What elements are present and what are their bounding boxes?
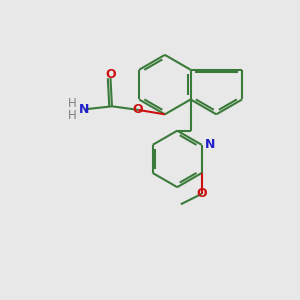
Text: O: O	[196, 187, 207, 200]
Text: H: H	[68, 98, 77, 110]
Text: H: H	[68, 109, 77, 122]
Text: N: N	[79, 103, 89, 116]
Text: N: N	[205, 138, 216, 151]
Text: O: O	[105, 68, 116, 81]
Text: O: O	[133, 103, 143, 116]
